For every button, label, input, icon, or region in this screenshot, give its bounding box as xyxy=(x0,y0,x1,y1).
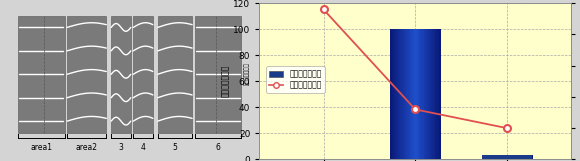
Bar xyxy=(133,16,153,133)
Bar xyxy=(517,156,520,159)
Bar xyxy=(395,29,398,159)
Bar xyxy=(495,156,498,159)
Bar xyxy=(111,16,131,133)
Bar xyxy=(510,156,513,159)
Bar xyxy=(18,16,64,133)
Bar xyxy=(527,156,530,159)
Bar xyxy=(432,29,435,159)
Bar xyxy=(502,156,505,159)
Bar xyxy=(531,156,533,159)
Bar xyxy=(425,29,428,159)
Bar xyxy=(405,29,408,159)
Bar xyxy=(390,29,393,159)
Bar xyxy=(519,156,521,159)
Bar xyxy=(410,29,413,159)
Bar xyxy=(414,29,416,159)
Bar xyxy=(514,156,516,159)
Bar xyxy=(490,156,493,159)
Bar xyxy=(420,29,423,159)
Bar xyxy=(505,156,508,159)
Bar xyxy=(497,156,499,159)
Bar xyxy=(194,16,241,133)
Bar xyxy=(67,16,106,133)
Bar xyxy=(392,29,394,159)
Bar xyxy=(482,156,532,159)
Bar xyxy=(487,156,490,159)
Bar xyxy=(492,156,495,159)
Bar xyxy=(494,156,496,159)
Bar xyxy=(503,156,506,159)
Bar xyxy=(412,29,415,159)
Bar xyxy=(507,156,510,159)
Bar xyxy=(417,29,419,159)
Bar xyxy=(522,156,525,159)
Text: 4: 4 xyxy=(140,143,146,152)
Bar xyxy=(436,29,438,159)
Bar xyxy=(424,29,426,159)
Bar xyxy=(422,29,425,159)
Bar xyxy=(439,29,441,159)
Bar xyxy=(419,29,421,159)
Bar xyxy=(485,156,488,159)
Text: 計算時間（％）: 計算時間（％） xyxy=(244,62,250,85)
Bar xyxy=(516,156,518,159)
Bar xyxy=(158,16,192,133)
Bar xyxy=(402,29,404,159)
Bar xyxy=(501,156,503,159)
Text: area1: area1 xyxy=(30,143,52,152)
Bar xyxy=(525,156,528,159)
Bar xyxy=(397,29,400,159)
Bar xyxy=(398,29,401,159)
Bar xyxy=(400,29,403,159)
Bar xyxy=(529,156,531,159)
Bar xyxy=(499,156,501,159)
Bar xyxy=(484,156,486,159)
Bar xyxy=(427,29,430,159)
Y-axis label: 計算時間（％）: 計算時間（％） xyxy=(221,65,230,98)
Text: 5: 5 xyxy=(172,143,177,152)
Bar xyxy=(509,156,512,159)
Text: 3: 3 xyxy=(118,143,124,152)
Bar xyxy=(524,156,527,159)
Bar xyxy=(520,156,523,159)
Bar xyxy=(488,156,491,159)
Bar xyxy=(408,29,411,159)
Bar xyxy=(512,156,514,159)
Bar xyxy=(437,29,440,159)
Bar xyxy=(407,29,409,159)
Legend: 計算時間（％）, 接地変動レベル: 計算時間（％）, 接地変動レベル xyxy=(266,66,325,93)
Bar xyxy=(434,29,436,159)
Text: 6: 6 xyxy=(215,143,220,152)
Bar xyxy=(430,29,433,159)
Bar xyxy=(482,156,484,159)
Bar xyxy=(429,29,432,159)
Bar xyxy=(415,29,418,159)
Bar xyxy=(404,29,406,159)
Text: area2: area2 xyxy=(76,143,97,152)
Bar xyxy=(393,29,396,159)
